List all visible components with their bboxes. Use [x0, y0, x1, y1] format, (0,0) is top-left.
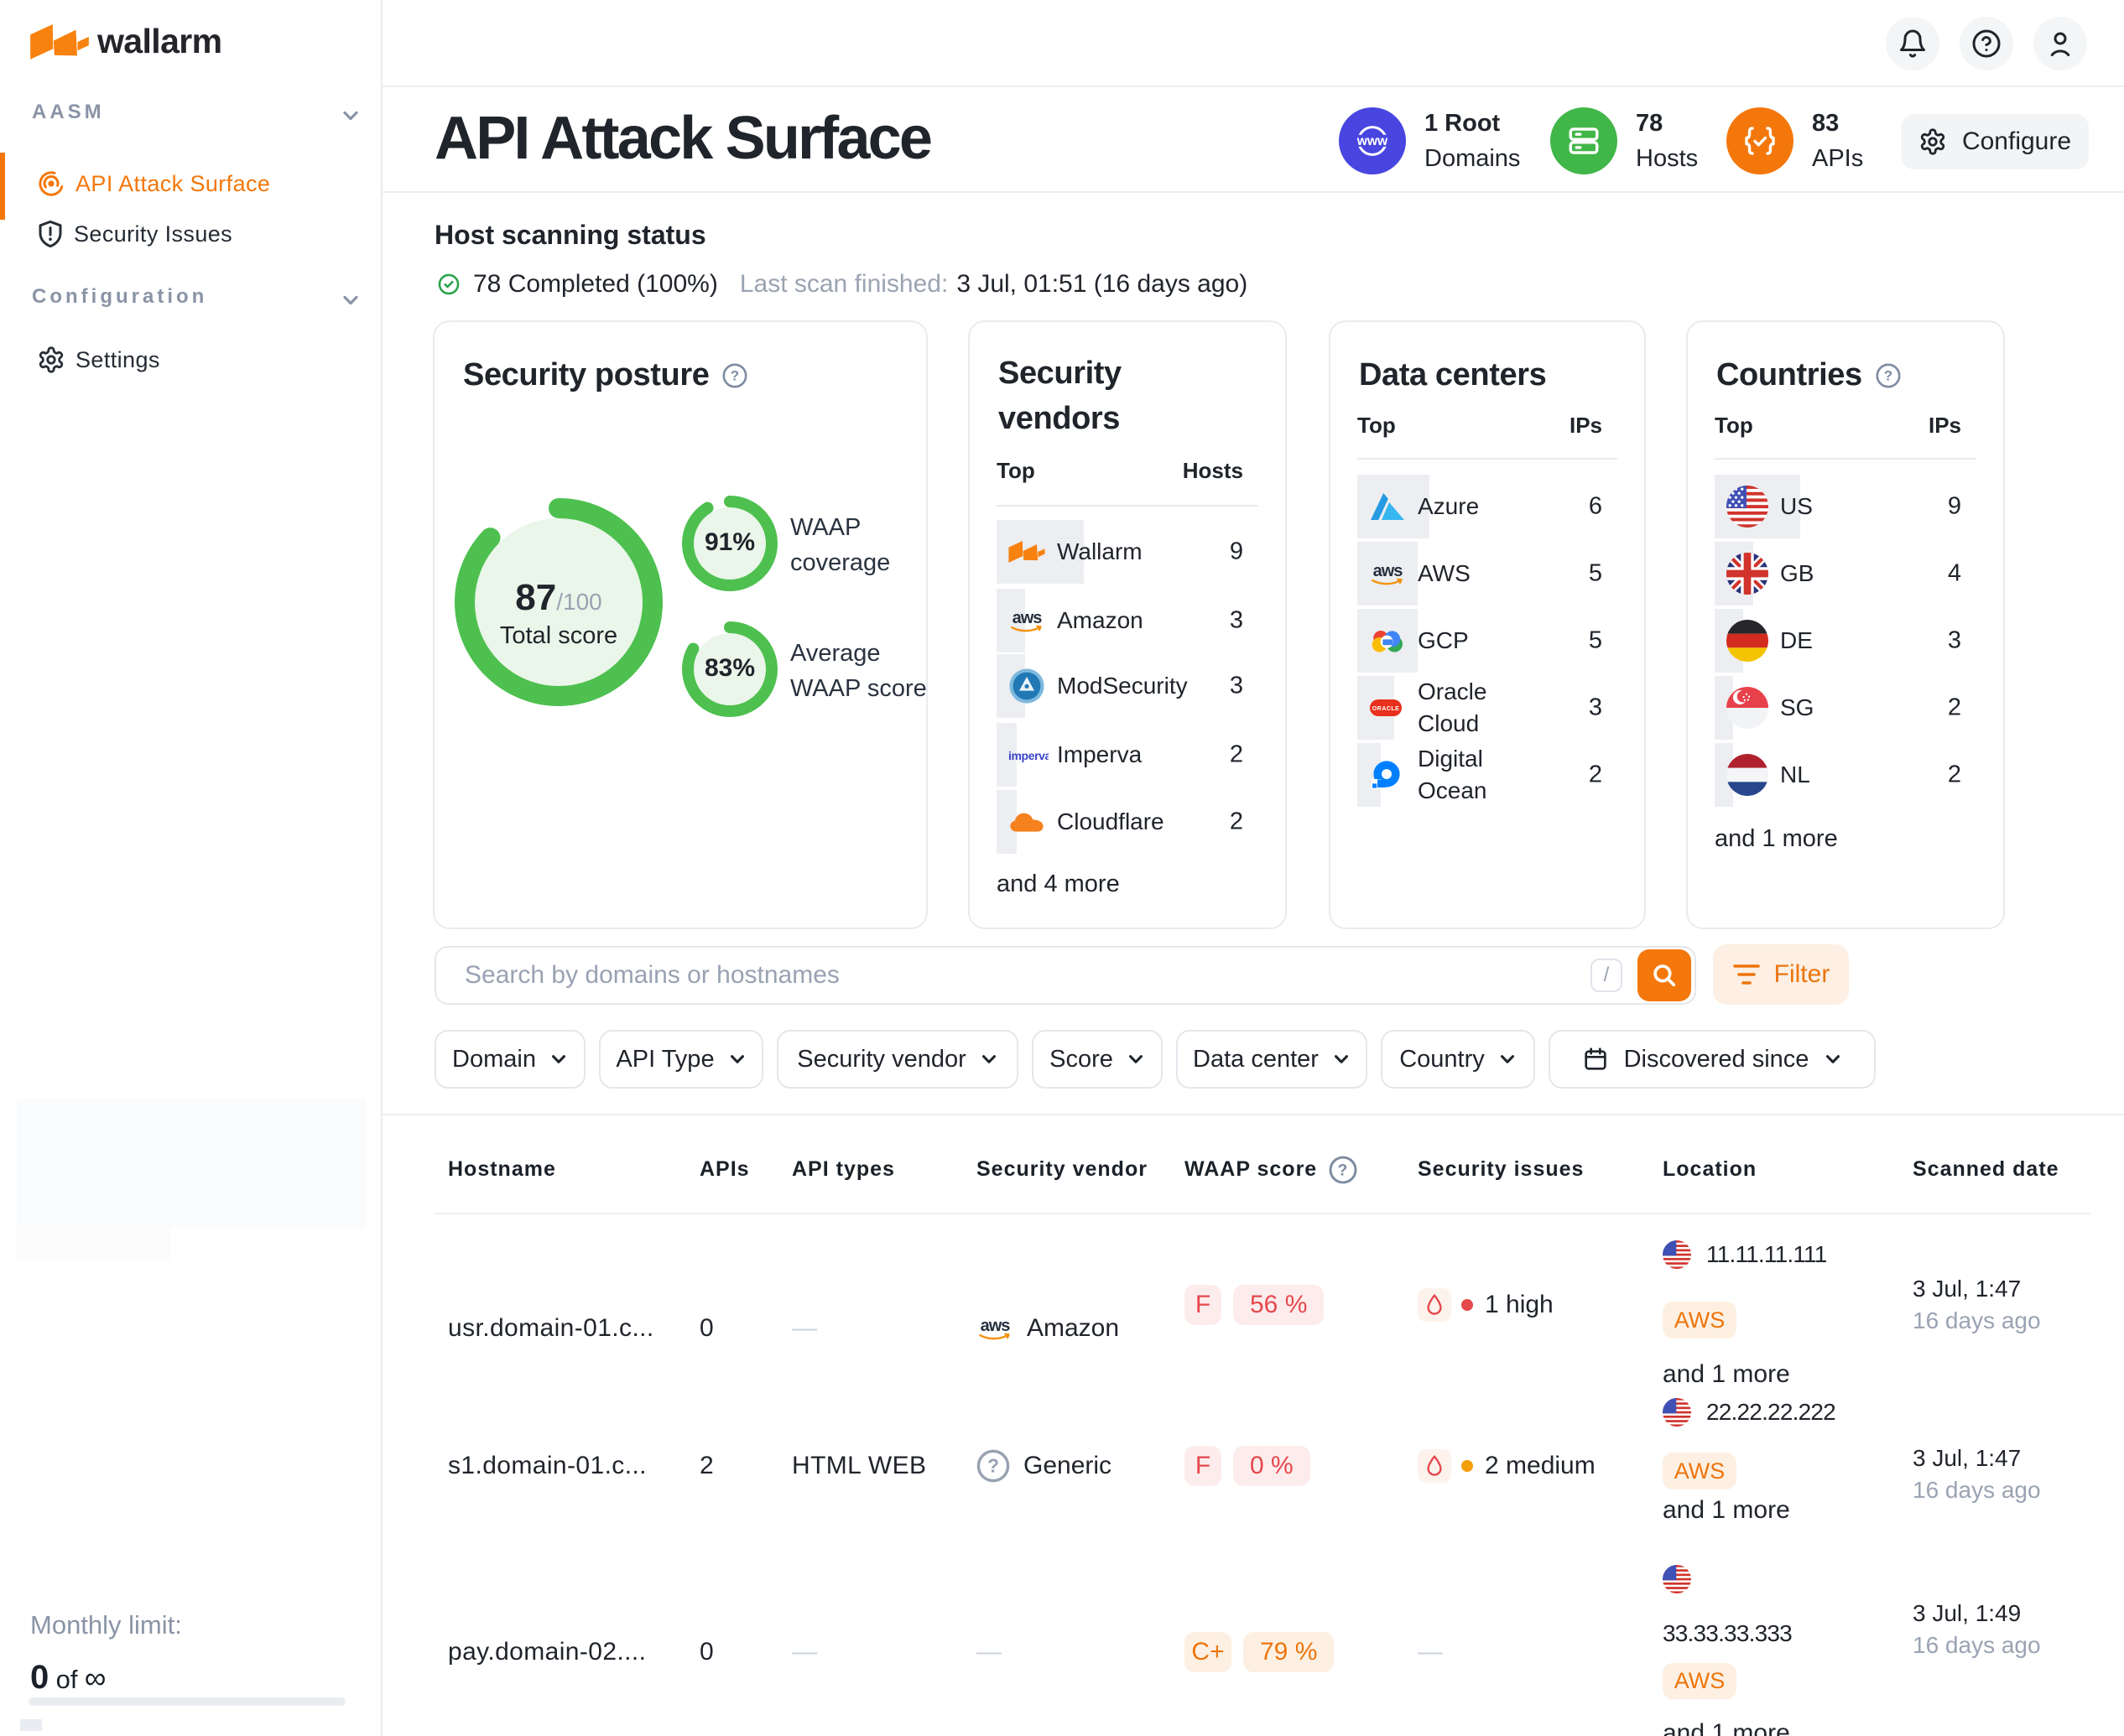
svg-text:?: ?	[1338, 1162, 1349, 1179]
svg-text:www: www	[1356, 134, 1388, 148]
svg-text:?: ?	[1884, 367, 1892, 383]
svg-text:ORACLE: ORACLE	[1372, 704, 1400, 712]
svg-text:?: ?	[987, 1454, 999, 1476]
svg-text:imperva: imperva	[1008, 749, 1049, 762]
svg-text:aws: aws	[1013, 609, 1043, 627]
svg-text:aws: aws	[981, 1317, 1011, 1335]
svg-text:?: ?	[731, 367, 739, 383]
svg-text:aws: aws	[1373, 562, 1403, 580]
